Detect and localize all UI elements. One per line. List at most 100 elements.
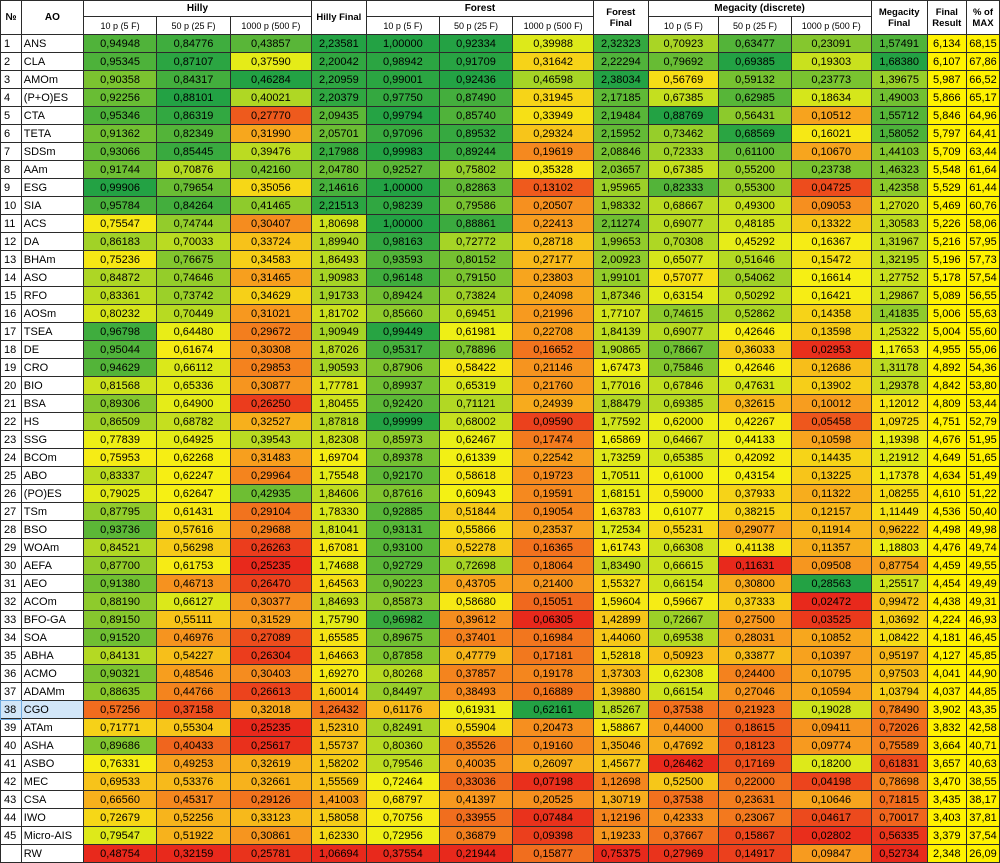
cell-megacity-1000p[interactable]: 0,03525 — [790, 610, 872, 629]
cell-megacity-1000p[interactable]: 0,02802 — [790, 826, 872, 845]
cell-final-result[interactable]: 4,224 — [926, 610, 967, 629]
row-number[interactable]: 13 — [0, 250, 22, 269]
cell-hilly-10p[interactable]: 0,87795 — [83, 502, 158, 521]
algorithm-name[interactable]: BCOm — [20, 448, 85, 467]
cell-hilly-10p[interactable]: 0,95346 — [83, 106, 158, 125]
cell-forest-10p[interactable]: 0,92420 — [365, 394, 440, 413]
cell-forest-10p[interactable]: 0,97750 — [365, 88, 440, 107]
cell-hilly-10p[interactable]: 0,75953 — [83, 448, 158, 467]
cell-forest-final[interactable]: 1,77592 — [593, 412, 649, 431]
cell-megacity-50p[interactable]: 0,28031 — [718, 628, 792, 647]
cell-final-result[interactable]: 5,226 — [926, 214, 967, 233]
cell-megacity-50p[interactable]: 0,30800 — [718, 574, 792, 593]
cell-hilly-final[interactable]: 1,90593 — [310, 358, 367, 377]
cell-megacity-10p[interactable]: 0,37538 — [647, 700, 720, 719]
cell-hilly-50p[interactable]: 0,37158 — [156, 700, 231, 719]
cell-megacity-1000p[interactable]: 0,09847 — [790, 844, 872, 863]
cell-hilly-10p[interactable]: 0,94629 — [83, 358, 158, 377]
row-number[interactable]: 15 — [0, 286, 22, 305]
cell-pct-max[interactable]: 55,06 — [965, 340, 1000, 359]
cell-hilly-50p[interactable]: 0,68782 — [156, 412, 231, 431]
cell-forest-50p[interactable]: 0,40035 — [438, 754, 514, 773]
cell-hilly-final[interactable]: 1,69270 — [310, 664, 367, 683]
cell-forest-50p[interactable]: 0,58680 — [438, 592, 514, 611]
cell-hilly-50p[interactable]: 0,62647 — [156, 484, 231, 503]
cell-hilly-1000p[interactable]: 0,29853 — [229, 358, 312, 377]
cell-hilly-50p[interactable]: 0,61753 — [156, 556, 231, 575]
cell-hilly-final[interactable]: 1,86493 — [310, 250, 367, 269]
cell-hilly-50p[interactable]: 0,66127 — [156, 592, 231, 611]
cell-hilly-final[interactable]: 1,82308 — [310, 430, 367, 449]
cell-megacity-1000p[interactable]: 0,23738 — [790, 160, 872, 179]
table-row[interactable]: 39 ATAm 0,71771 0,55304 0,25235 1,52310 0,8249… — [0, 718, 1000, 737]
cell-hilly-1000p[interactable]: 0,27770 — [229, 106, 312, 125]
cell-forest-10p[interactable]: 0,89424 — [365, 286, 440, 305]
cell-forest-1000p[interactable]: 0,28718 — [512, 232, 595, 251]
cell-forest-50p[interactable]: 0,80152 — [438, 250, 514, 269]
cell-hilly-final[interactable]: 1,78330 — [310, 502, 367, 521]
cell-forest-10p[interactable]: 0,98942 — [365, 52, 440, 71]
cell-hilly-50p[interactable]: 0,55111 — [156, 610, 231, 629]
cell-final-result[interactable]: 4,892 — [926, 358, 967, 377]
cell-forest-final[interactable]: 1,12698 — [593, 772, 649, 791]
table-row[interactable]: 8 AAm 0,91744 0,70876 0,42160 2,04780 0,92527 0… — [0, 160, 1000, 179]
cell-hilly-1000p[interactable]: 0,30403 — [229, 664, 312, 683]
cell-megacity-final[interactable]: 1,19398 — [870, 430, 928, 449]
cell-hilly-final[interactable]: 1,84606 — [310, 484, 367, 503]
cell-megacity-50p[interactable]: 0,44133 — [718, 430, 792, 449]
algorithm-name[interactable]: ABO — [20, 466, 85, 485]
cell-forest-1000p[interactable]: 0,22542 — [512, 448, 595, 467]
cell-megacity-1000p[interactable]: 0,10670 — [790, 142, 872, 161]
row-number[interactable]: 40 — [0, 736, 22, 755]
cell-pct-max[interactable]: 54,36 — [965, 358, 1000, 377]
cell-forest-10p[interactable]: 0,92729 — [365, 556, 440, 575]
cell-hilly-final[interactable]: 1,58202 — [310, 754, 367, 773]
algorithm-name[interactable]: ADAMm — [20, 682, 85, 701]
cell-forest-10p[interactable]: 0,96982 — [365, 610, 440, 629]
cell-forest-50p[interactable]: 0,72698 — [438, 556, 514, 575]
algorithm-name[interactable]: ACS — [20, 214, 85, 233]
cell-megacity-50p[interactable]: 0,23067 — [718, 808, 792, 827]
cell-hilly-1000p[interactable]: 0,29104 — [229, 502, 312, 521]
cell-forest-50p[interactable]: 0,92436 — [438, 70, 514, 89]
cell-hilly-10p[interactable]: 0,94948 — [83, 34, 158, 53]
cell-forest-1000p[interactable]: 0,21146 — [512, 358, 595, 377]
row-number[interactable]: 10 — [0, 196, 22, 215]
row-number[interactable]: 16 — [0, 304, 22, 323]
cell-final-result[interactable]: 4,634 — [926, 466, 967, 485]
algorithm-name[interactable]: SIA — [20, 196, 85, 215]
cell-megacity-final[interactable]: 1,17653 — [870, 340, 928, 359]
cell-megacity-final[interactable]: 1,39675 — [870, 70, 928, 89]
cell-hilly-50p[interactable]: 0,62268 — [156, 448, 231, 467]
table-row[interactable]: 44 IWO 0,72679 0,52256 0,33123 1,58058 0,70756… — [0, 808, 1000, 827]
cell-forest-10p[interactable]: 0,99999 — [365, 412, 440, 431]
cell-forest-final[interactable]: 1,63783 — [593, 502, 649, 521]
cell-forest-final[interactable]: 1,77016 — [593, 376, 649, 395]
cell-megacity-10p[interactable]: 0,75846 — [647, 358, 720, 377]
algorithm-name[interactable]: ASBO — [20, 754, 85, 773]
table-row[interactable]: 10 SIA 0,95784 0,84264 0,41465 2,21513 0,98239… — [0, 196, 1000, 215]
cell-final-result[interactable]: 4,438 — [926, 592, 967, 611]
cell-pct-max[interactable]: 58,06 — [965, 214, 1000, 233]
cell-hilly-10p[interactable]: 0,86509 — [83, 412, 158, 431]
table-row[interactable]: 25 ABO 0,83337 0,62247 0,29964 1,75548 0,92170… — [0, 466, 1000, 485]
table-row[interactable]: 17 TSEA 0,96798 0,64480 0,29672 1,90949 0,9944… — [0, 322, 1000, 341]
cell-megacity-10p[interactable]: 0,61077 — [647, 502, 720, 521]
cell-pct-max[interactable]: 61,44 — [965, 178, 1000, 197]
table-row[interactable]: 13 BHAm 0,75236 0,76675 0,34583 1,86493 0,9359… — [0, 250, 1000, 269]
algorithm-name[interactable]: BFO-GA — [20, 610, 85, 629]
table-row[interactable]: 7 SDSm 0,93066 0,85445 0,39476 2,17988 0,99983… — [0, 142, 1000, 161]
cell-megacity-50p[interactable]: 0,48185 — [718, 214, 792, 233]
cell-pct-max[interactable]: 50,40 — [965, 502, 1000, 521]
algorithm-name[interactable]: (P+O)ES — [20, 88, 85, 107]
cell-hilly-10p[interactable]: 0,91744 — [83, 160, 158, 179]
cell-forest-1000p[interactable]: 0,07198 — [512, 772, 595, 791]
cell-forest-10p[interactable]: 0,98239 — [365, 196, 440, 215]
algorithm-name[interactable]: ASO — [20, 268, 85, 287]
cell-pct-max[interactable]: 44,90 — [965, 664, 1000, 683]
cell-hilly-50p[interactable]: 0,40433 — [156, 736, 231, 755]
table-row[interactable]: 33 BFO-GA 0,89150 0,55111 0,31529 1,75790 0,96… — [0, 610, 1000, 629]
cell-forest-50p[interactable]: 0,51844 — [438, 502, 514, 521]
cell-hilly-final[interactable]: 1,52310 — [310, 718, 367, 737]
algorithm-name[interactable]: TETA — [20, 124, 85, 143]
